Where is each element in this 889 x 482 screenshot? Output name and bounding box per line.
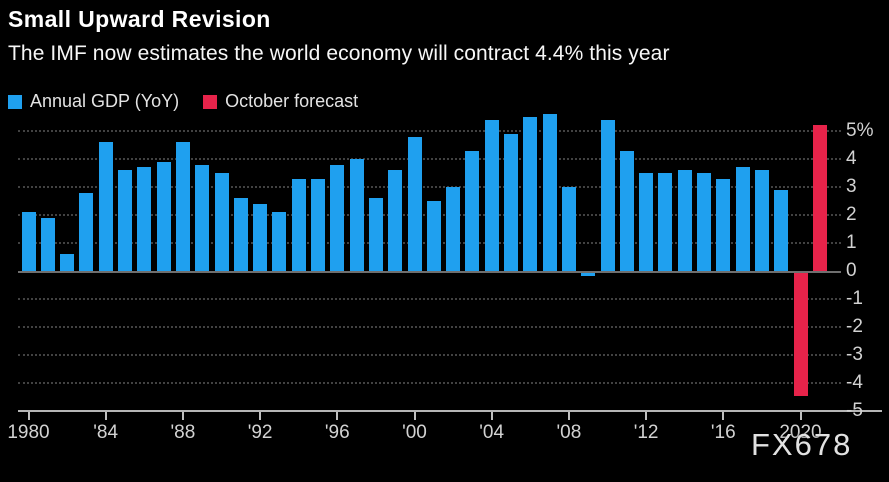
y-tick-label--1: -1 [846, 288, 863, 309]
bar-2011 [619, 150, 634, 271]
y-tick-label--5: -5 [846, 400, 863, 421]
y-tick-label-0: 0 [846, 260, 857, 281]
bar-1999 [388, 170, 403, 271]
x-tick-label-2020: 2020 [779, 422, 822, 443]
x-tick-label-2004: '04 [479, 422, 505, 443]
bar-1986 [137, 167, 152, 271]
bar-2019 [774, 189, 789, 271]
y-tick-label-4: 4 [846, 148, 857, 169]
x-axis-tick-2008 [567, 412, 570, 420]
legend-label-annual-gdp: Annual GDP (YoY) [30, 91, 180, 111]
x-axis-tick-2004 [490, 412, 493, 420]
bar-1994 [291, 178, 306, 271]
bar-1988 [175, 142, 190, 271]
x-axis-tick-2020 [799, 412, 802, 420]
grid-line-5 [18, 130, 841, 132]
bar-2012 [639, 173, 654, 271]
bar-2004 [484, 119, 499, 271]
bar-1985 [118, 170, 132, 271]
bar-2007 [542, 114, 557, 271]
bar-2005 [504, 133, 518, 271]
x-tick-label-1988: '88 [170, 422, 196, 443]
bar-1996 [330, 164, 345, 271]
grid-line--1 [18, 298, 841, 300]
bar-2016 [716, 178, 731, 271]
bar-2008 [561, 187, 576, 271]
legend-swatch-blue-icon [8, 94, 22, 109]
bar-2010 [600, 119, 615, 271]
bar-1993 [272, 212, 287, 271]
bar-1992 [253, 203, 268, 271]
x-tick-label-2012: '12 [633, 422, 659, 443]
grid-line--3 [18, 354, 841, 356]
y-tick-label--2: -2 [846, 316, 863, 337]
grid-line-3 [18, 186, 841, 188]
bar-2017 [735, 167, 750, 271]
x-axis-tick-1980 [27, 412, 30, 420]
bar-2015 [697, 173, 711, 271]
x-axis-line [18, 410, 882, 412]
x-axis-tick-1992 [259, 412, 262, 420]
bar-2021 [812, 125, 827, 271]
legend-item-annual-gdp: Annual GDP (YoY) [8, 91, 179, 112]
x-axis-tick-1984 [104, 412, 107, 420]
bar-1990 [214, 173, 229, 271]
y-tick-label--3: -3 [846, 344, 863, 365]
legend: Annual GDP (YoY) October forecast [8, 91, 358, 112]
x-tick-label-2000: '00 [402, 422, 427, 443]
grid-line--2 [18, 326, 841, 328]
bar-2009 [581, 273, 596, 276]
bar-2018 [754, 170, 769, 271]
bar-1982 [60, 254, 75, 271]
bar-2001 [426, 201, 441, 271]
bar-1991 [233, 198, 248, 271]
x-axis-tick-2000 [413, 412, 416, 420]
bar-1980 [21, 212, 36, 271]
grid-line--4 [18, 382, 841, 384]
bar-1983 [79, 192, 94, 271]
bar-2020 [793, 273, 808, 397]
watermark: FX678 [751, 427, 853, 462]
legend-swatch-red-icon [203, 94, 218, 109]
legend-label-october-forecast: October forecast [225, 91, 359, 111]
x-tick-label-1980: 1980 [7, 422, 50, 443]
bar-2014 [677, 170, 692, 271]
bar-2002 [446, 187, 461, 271]
x-tick-label-2016: '16 [710, 422, 736, 443]
zero-baseline [18, 271, 841, 273]
y-tick-label-2: 2 [846, 204, 857, 225]
bar-2003 [465, 150, 480, 271]
x-tick-label-2008: '08 [556, 422, 582, 443]
x-axis-tick-2016 [722, 412, 725, 420]
y-tick-label-3: 3 [846, 176, 857, 197]
bar-2013 [658, 173, 673, 271]
x-axis-tick-1988 [181, 412, 184, 420]
bar-1998 [368, 198, 383, 271]
x-tick-label-1984: '84 [93, 422, 119, 443]
bar-2006 [523, 117, 538, 271]
bar-1984 [98, 142, 113, 271]
bar-1987 [156, 161, 171, 271]
x-tick-label-1996: '96 [324, 422, 350, 443]
bar-1981 [40, 217, 55, 271]
grid-line-4 [18, 158, 841, 160]
bar-1989 [195, 164, 210, 271]
x-axis-tick-1996 [336, 412, 339, 420]
bar-2000 [407, 136, 422, 271]
y-tick-label-5: 5% [846, 120, 874, 141]
chart-title: Small Upward Revision [8, 6, 271, 32]
y-tick-label--4: -4 [846, 372, 863, 393]
chart-subtitle: The IMF now estimates the world economy … [8, 42, 670, 65]
legend-item-october-forecast: October forecast [203, 91, 358, 112]
bar-1997 [349, 159, 364, 271]
bar-1995 [311, 178, 325, 271]
x-tick-label-1992: '92 [247, 422, 273, 443]
y-tick-label-1: 1 [846, 232, 857, 253]
x-axis-tick-2012 [645, 412, 648, 420]
